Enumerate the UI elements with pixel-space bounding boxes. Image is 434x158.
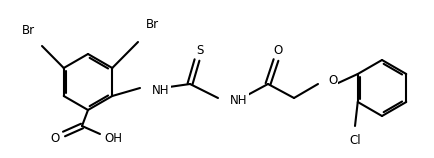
- Text: Br: Br: [21, 24, 34, 36]
- Text: NH: NH: [151, 83, 169, 97]
- Text: O: O: [50, 131, 59, 145]
- Text: Br: Br: [145, 18, 158, 31]
- Text: O: O: [327, 73, 336, 86]
- Text: O: O: [273, 43, 282, 57]
- Text: Cl: Cl: [349, 134, 360, 146]
- Text: NH: NH: [230, 94, 247, 106]
- Text: S: S: [196, 43, 203, 57]
- Text: OH: OH: [104, 131, 122, 145]
